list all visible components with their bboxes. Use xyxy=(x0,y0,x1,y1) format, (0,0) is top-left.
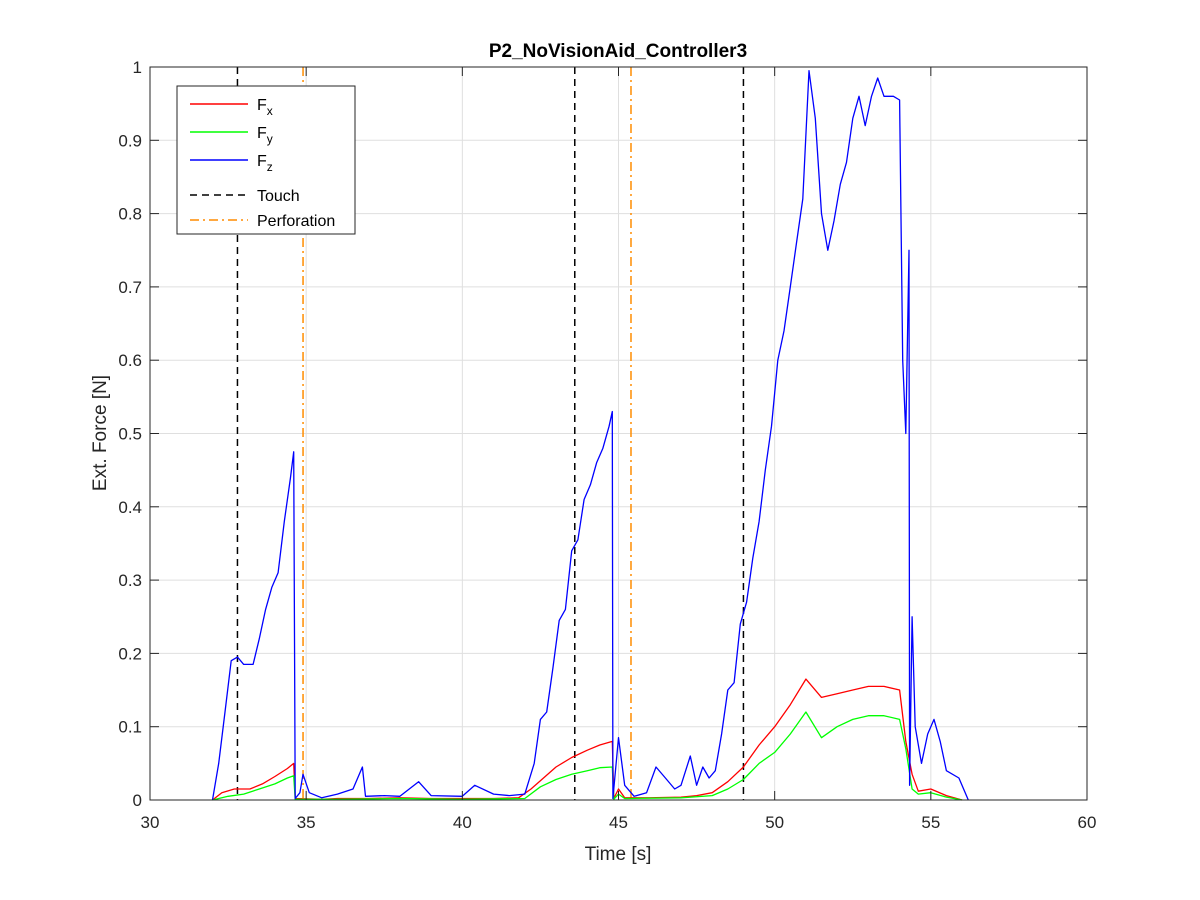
y-tick-label: 0 xyxy=(133,791,142,810)
x-tick-label: 40 xyxy=(453,813,472,832)
legend-label-text: F xyxy=(257,125,267,142)
legend-label-text: F xyxy=(257,153,267,170)
y-tick-label: 0.6 xyxy=(118,351,142,370)
legend-label: Fy xyxy=(257,125,273,146)
y-tick-label: 0.2 xyxy=(118,644,142,663)
x-axis-label: Time [s] xyxy=(585,844,652,865)
legend-label-text: Perforation xyxy=(257,213,335,230)
x-tick-label: 60 xyxy=(1078,813,1097,832)
x-tick-label: 30 xyxy=(141,813,160,832)
x-tick-label: 45 xyxy=(609,813,628,832)
y-tick-label: 1 xyxy=(133,58,142,77)
series-line-fz xyxy=(211,70,969,801)
x-tick-label: 35 xyxy=(297,813,316,832)
y-axis-ticks: 0 0.1 0.2 0.3 0.4 0.5 0.6 0.7 0.8 0.9 1 xyxy=(118,58,1087,810)
legend-label-subscript: y xyxy=(267,132,273,146)
legend-label-subscript: x xyxy=(267,104,273,118)
series-lines xyxy=(211,70,969,801)
x-axis-ticks: 30 35 40 45 50 55 60 xyxy=(141,67,1097,832)
x-tick-label: 50 xyxy=(765,813,784,832)
y-tick-label: 0.5 xyxy=(118,425,142,444)
x-tick-label: 55 xyxy=(921,813,940,832)
y-tick-label: 0.4 xyxy=(118,498,142,517)
y-tick-label: 0.8 xyxy=(118,205,142,224)
legend-label-text: F xyxy=(257,97,267,114)
y-axis-label: Ext. Force [N] xyxy=(90,375,111,491)
legend-label: Touch xyxy=(257,188,300,205)
y-tick-label: 0.1 xyxy=(118,718,142,737)
legend-label-text: Touch xyxy=(257,188,300,205)
legend-label: Fx xyxy=(257,97,273,118)
y-tick-label: 0.3 xyxy=(118,571,142,590)
chart-title: P2_NoVisionAid_Controller3 xyxy=(489,41,747,62)
y-tick-label: 0.7 xyxy=(118,278,142,297)
legend-label: Fz xyxy=(257,153,273,174)
legend-label: Perforation xyxy=(257,213,335,230)
y-tick-label: 0.9 xyxy=(118,131,142,150)
legend-label-subscript: z xyxy=(267,160,273,174)
